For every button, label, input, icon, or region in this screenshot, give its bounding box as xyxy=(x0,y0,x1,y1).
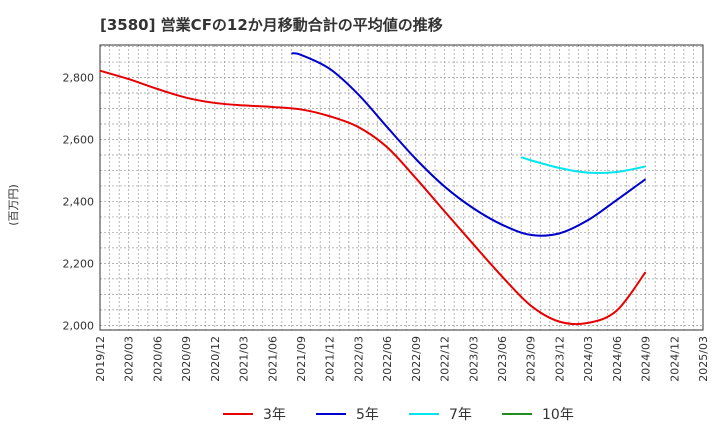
series-layer xyxy=(99,52,647,326)
y-tick-label: 2,200 xyxy=(63,257,95,270)
x-tick-label: 2021/09 xyxy=(295,336,308,382)
y-tick-label: 2,600 xyxy=(63,133,95,146)
x-tick-label: 2024/09 xyxy=(640,336,653,382)
x-tick-label: 2020/06 xyxy=(151,336,164,382)
x-tick-label: 2023/03 xyxy=(467,336,480,382)
y-tick-label: 2,800 xyxy=(63,72,95,85)
x-tick-label: 2021/06 xyxy=(266,336,279,382)
legend: 3年 5年 7年 10年 xyxy=(223,407,574,423)
grid-lines xyxy=(99,45,704,330)
legend-label-1: 3年 xyxy=(263,407,286,423)
plot-frame xyxy=(99,44,704,331)
x-tick-label: 2020/12 xyxy=(209,336,222,382)
legend-label-2: 5年 xyxy=(356,407,379,423)
x-tick-label: 2022/12 xyxy=(439,336,452,382)
x-tick-label: 2024/03 xyxy=(582,336,595,382)
y-tick-label: 2,000 xyxy=(63,319,95,332)
x-tick-label: 2021/12 xyxy=(324,336,337,382)
x-tick-label: 2021/03 xyxy=(238,336,251,382)
x-tick-label: 2025/03 xyxy=(697,336,710,382)
y-tick-label: 2,400 xyxy=(63,195,95,208)
x-tick-label: 2022/06 xyxy=(381,336,394,382)
x-tick-label: 2020/09 xyxy=(180,336,193,382)
plot-border xyxy=(99,44,704,331)
x-tick-label: 2020/03 xyxy=(123,336,136,382)
x-tick-label: 2023/12 xyxy=(553,336,566,382)
y-tick-labels: 2,000 2,200 2,400 2,600 2,800 xyxy=(63,72,95,333)
x-tick-label: 2023/06 xyxy=(496,336,509,382)
x-tick-label: 2022/09 xyxy=(410,336,423,382)
y-axis-label: (百万円) xyxy=(7,184,20,226)
series-line-3 xyxy=(520,156,646,175)
series-line-1 xyxy=(99,69,647,326)
x-tick-label: 2024/06 xyxy=(611,336,624,382)
x-tick-label: 2024/12 xyxy=(668,336,681,382)
x-tick-labels: 2019/12 2020/03 2020/06 2020/09 2020/12 2021/… xyxy=(94,336,710,382)
legend-label-4: 10年 xyxy=(542,407,574,423)
x-tick-label: 2022/03 xyxy=(352,336,365,382)
chart-title: [3580] 営業CFの12か月移動合計の平均値の推移 xyxy=(100,16,443,34)
x-tick-label: 2019/12 xyxy=(94,336,107,382)
legend-label-3: 7年 xyxy=(449,407,472,423)
x-tick-label: 2023/09 xyxy=(525,336,538,382)
series-line-2 xyxy=(291,52,647,237)
